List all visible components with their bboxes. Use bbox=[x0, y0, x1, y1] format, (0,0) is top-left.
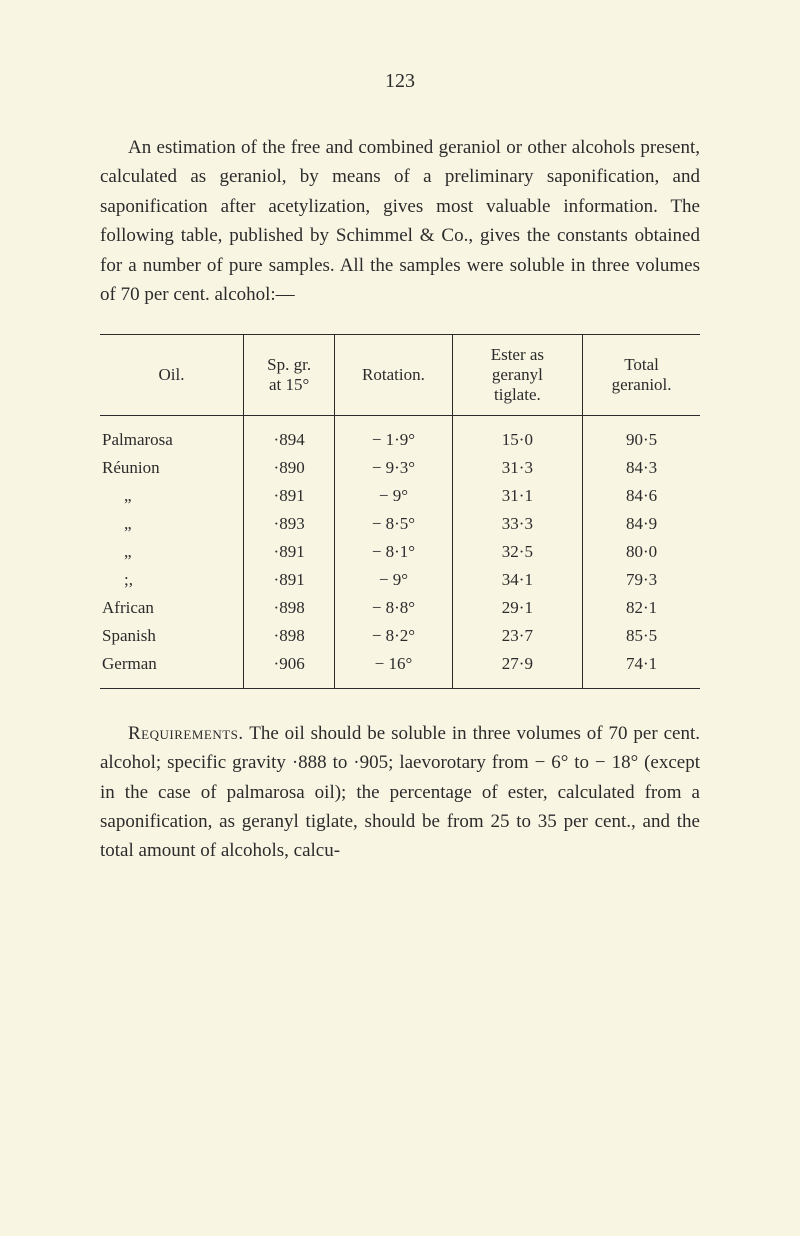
cell-oil: „ bbox=[100, 538, 243, 566]
header-oil: Oil. bbox=[100, 334, 243, 415]
cell-ester: 33·3 bbox=[452, 510, 582, 538]
header-total: Total geraniol. bbox=[583, 334, 700, 415]
cell-ester: 29·1 bbox=[452, 594, 582, 622]
requirements-paragraph: Requirements. The oil should be soluble … bbox=[100, 719, 700, 866]
cell-ester: 31·1 bbox=[452, 482, 582, 510]
cell-total: 82·1 bbox=[583, 594, 700, 622]
cell-rotation: − 9° bbox=[335, 566, 452, 594]
cell-oil: Réunion bbox=[100, 454, 243, 482]
cell-rotation: − 8·2° bbox=[335, 622, 452, 650]
cell-total: 84·6 bbox=[583, 482, 700, 510]
cell-oil: „ bbox=[100, 482, 243, 510]
table-body: Palmarosa·894− 1·9°15·090·5Réunion·890− … bbox=[100, 415, 700, 688]
cell-ester: 34·1 bbox=[452, 566, 582, 594]
table-row: „·891− 9°31·184·6 bbox=[100, 482, 700, 510]
cell-total: 90·5 bbox=[583, 415, 700, 454]
cell-ester: 27·9 bbox=[452, 650, 582, 689]
cell-rotation: − 16° bbox=[335, 650, 452, 689]
table-row: German·906− 16°27·974·1 bbox=[100, 650, 700, 689]
cell-sp-gr: ·890 bbox=[243, 454, 334, 482]
cell-ester: 31·3 bbox=[452, 454, 582, 482]
cell-sp-gr: ·894 bbox=[243, 415, 334, 454]
table-row: Palmarosa·894− 1·9°15·090·5 bbox=[100, 415, 700, 454]
cell-sp-gr: ·898 bbox=[243, 622, 334, 650]
cell-total: 84·9 bbox=[583, 510, 700, 538]
requirements-label: Requirements. bbox=[128, 723, 244, 744]
cell-rotation: − 1·9° bbox=[335, 415, 452, 454]
cell-ester: 32·5 bbox=[452, 538, 582, 566]
cell-rotation: − 9·3° bbox=[335, 454, 452, 482]
table-row: Réunion·890− 9·3°31·384·3 bbox=[100, 454, 700, 482]
cell-rotation: − 8·5° bbox=[335, 510, 452, 538]
header-ester: Ester as geranyl tiglate. bbox=[452, 334, 582, 415]
cell-total: 74·1 bbox=[583, 650, 700, 689]
cell-total: 80·0 bbox=[583, 538, 700, 566]
cell-rotation: − 8·1° bbox=[335, 538, 452, 566]
data-table-container: Oil. Sp. gr. at 15° Rotation. Ester as g… bbox=[100, 334, 700, 689]
cell-oil: German bbox=[100, 650, 243, 689]
table-row: ;,·891− 9°34·179·3 bbox=[100, 566, 700, 594]
constants-table: Oil. Sp. gr. at 15° Rotation. Ester as g… bbox=[100, 334, 700, 689]
intro-paragraph: An estimation of the free and combined g… bbox=[100, 133, 700, 310]
header-rotation: Rotation. bbox=[335, 334, 452, 415]
cell-sp-gr: ·906 bbox=[243, 650, 334, 689]
table-header-row: Oil. Sp. gr. at 15° Rotation. Ester as g… bbox=[100, 334, 700, 415]
cell-rotation: − 9° bbox=[335, 482, 452, 510]
cell-oil: ;, bbox=[100, 566, 243, 594]
cell-total: 85·5 bbox=[583, 622, 700, 650]
cell-oil: Spanish bbox=[100, 622, 243, 650]
cell-ester: 23·7 bbox=[452, 622, 582, 650]
cell-oil: Palmarosa bbox=[100, 415, 243, 454]
cell-oil: „ bbox=[100, 510, 243, 538]
header-sp-gr: Sp. gr. at 15° bbox=[243, 334, 334, 415]
cell-ester: 15·0 bbox=[452, 415, 582, 454]
cell-sp-gr: ·891 bbox=[243, 538, 334, 566]
cell-sp-gr: ·893 bbox=[243, 510, 334, 538]
cell-rotation: − 8·8° bbox=[335, 594, 452, 622]
cell-total: 84·3 bbox=[583, 454, 700, 482]
cell-sp-gr: ·898 bbox=[243, 594, 334, 622]
cell-sp-gr: ·891 bbox=[243, 566, 334, 594]
cell-total: 79·3 bbox=[583, 566, 700, 594]
table-row: African·898− 8·8°29·182·1 bbox=[100, 594, 700, 622]
table-row: „·891− 8·1°32·580·0 bbox=[100, 538, 700, 566]
table-row: Spanish·898− 8·2°23·785·5 bbox=[100, 622, 700, 650]
page-number: 123 bbox=[100, 70, 700, 93]
cell-oil: African bbox=[100, 594, 243, 622]
table-row: „·893− 8·5°33·384·9 bbox=[100, 510, 700, 538]
cell-sp-gr: ·891 bbox=[243, 482, 334, 510]
